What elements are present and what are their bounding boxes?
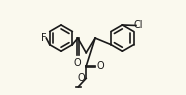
Text: O: O	[97, 61, 104, 71]
Text: O: O	[74, 58, 82, 68]
Text: Cl: Cl	[134, 21, 143, 30]
Text: O: O	[78, 73, 86, 83]
Text: F: F	[41, 33, 47, 43]
